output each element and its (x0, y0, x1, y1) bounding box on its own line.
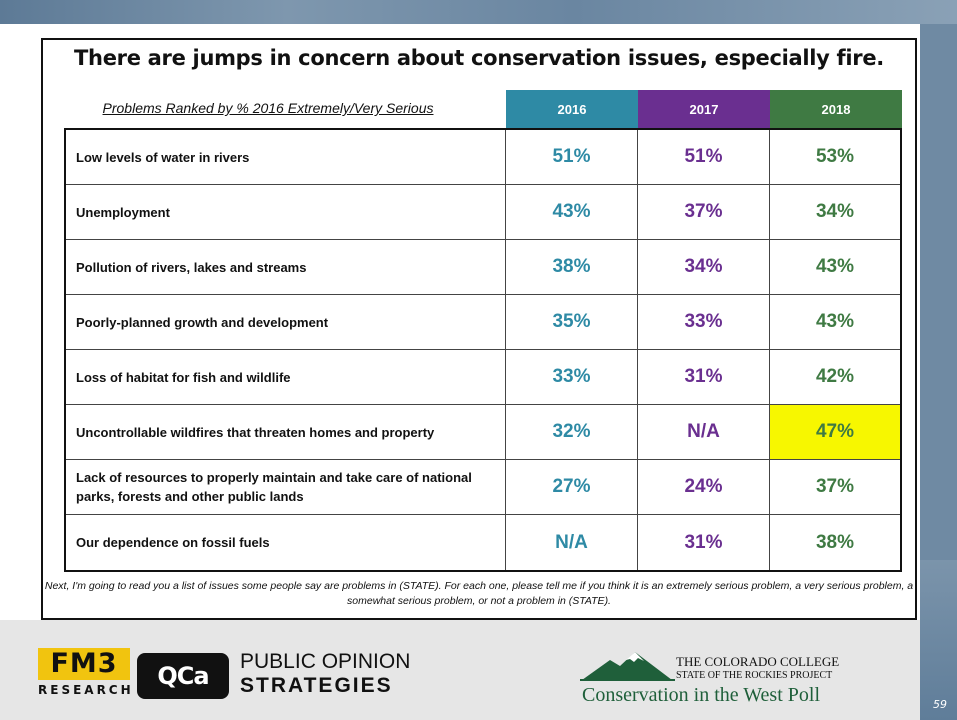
pos-logo-line1: PUBLIC OPINION (240, 650, 411, 673)
value-2016: 43% (506, 185, 638, 239)
row-label: Lack of resources to properly maintain a… (66, 460, 506, 514)
value-2017: 51% (638, 130, 770, 184)
background-top (0, 0, 957, 24)
cc-line1: THE COLORADO COLLEGE (676, 654, 840, 669)
fm3-logo-top: FM3 (38, 648, 130, 680)
table-row: Low levels of water in rivers 51% 51% 53… (66, 130, 900, 185)
value-2017: N/A (638, 405, 770, 459)
value-2016: 27% (506, 460, 638, 514)
value-2017: 31% (638, 515, 770, 570)
value-2017: 24% (638, 460, 770, 514)
cc-line2: STATE OF THE ROCKIES PROJECT (676, 670, 833, 681)
value-2018: 38% (815, 531, 855, 553)
table-row: Pollution of rivers, lakes and streams 3… (66, 240, 900, 295)
value-2016: 51% (506, 130, 638, 184)
value-2018: 53% (815, 146, 855, 167)
value-2017: 34% (638, 240, 770, 294)
value-2018: 37% (815, 476, 855, 497)
value-2017: 31% (638, 350, 770, 404)
cc-line3: Conservation in the West Poll (582, 684, 821, 706)
table-row: Unemployment 43% 37% 34% (66, 185, 900, 240)
value-2016: N/A (506, 515, 638, 570)
value-2016: 38% (506, 240, 638, 294)
table-row: Poorly-planned growth and development 35… (66, 295, 900, 350)
row-label: Unemployment (66, 185, 506, 239)
data-table: Low levels of water in rivers 51% 51% 53… (64, 128, 902, 572)
value-2016: 33% (506, 350, 638, 404)
slide-title: There are jumps in concern about conserv… (74, 46, 884, 70)
pos-logo-line2: STRATEGIES (240, 674, 393, 697)
table-row: Uncontrollable wildfires that threaten h… (66, 405, 900, 460)
row-label: Pollution of rivers, lakes and streams (66, 240, 506, 294)
fm3-logo: FM3 RESEARCH (38, 648, 134, 700)
value-2018: 43% (815, 256, 855, 277)
row-label: Uncontrollable wildfires that threaten h… (66, 405, 506, 459)
table-row: Lack of resources to properly maintain a… (66, 460, 900, 515)
value-2018-highlighted: 47% (770, 405, 900, 459)
value-2016: 35% (506, 295, 638, 349)
header-2016: 2016 (506, 90, 638, 128)
row-label: Our dependence on fossil fuels (66, 515, 506, 570)
question-note: Next, I'm going to read you a list of is… (44, 580, 914, 607)
row-label: Poorly-planned growth and development (66, 295, 506, 349)
value-2018: 43% (815, 311, 855, 332)
row-label: Loss of habitat for fish and wildlife (66, 350, 506, 404)
value-2016: 32% (506, 405, 638, 459)
table-subtitle: Problems Ranked by % 2016 Extremely/Very… (102, 100, 434, 116)
fm3-logo-bottom: RESEARCH (38, 683, 134, 697)
row-label: Low levels of water in rivers (66, 130, 506, 184)
header-2018: 2018 (770, 90, 902, 128)
qca-logo-text: QCa (157, 662, 209, 690)
value-2017: 33% (638, 295, 770, 349)
header-2016-label: 2016 (557, 101, 587, 117)
value-2017: 37% (638, 185, 770, 239)
page-number: 59 (933, 698, 947, 711)
table-row: Loss of habitat for fish and wildlife 33… (66, 350, 900, 405)
header-2018-label: 2018 (821, 101, 851, 117)
table-row: Our dependence on fossil fuels N/A 31% 3… (66, 515, 900, 570)
value-2018: 42% (815, 366, 855, 387)
value-2018: 34% (815, 201, 855, 222)
qca-logo: QCa (137, 653, 229, 699)
pos-logo: PUBLIC OPINION STRATEGIES (240, 650, 440, 698)
mountain-icon (580, 652, 675, 681)
content-frame: There are jumps in concern about conserv… (41, 38, 917, 620)
header-2017: 2017 (638, 90, 770, 128)
colorado-college-logo: THE COLORADO COLLEGE STATE OF THE ROCKIE… (580, 648, 850, 708)
header-2017-label: 2017 (689, 101, 719, 117)
